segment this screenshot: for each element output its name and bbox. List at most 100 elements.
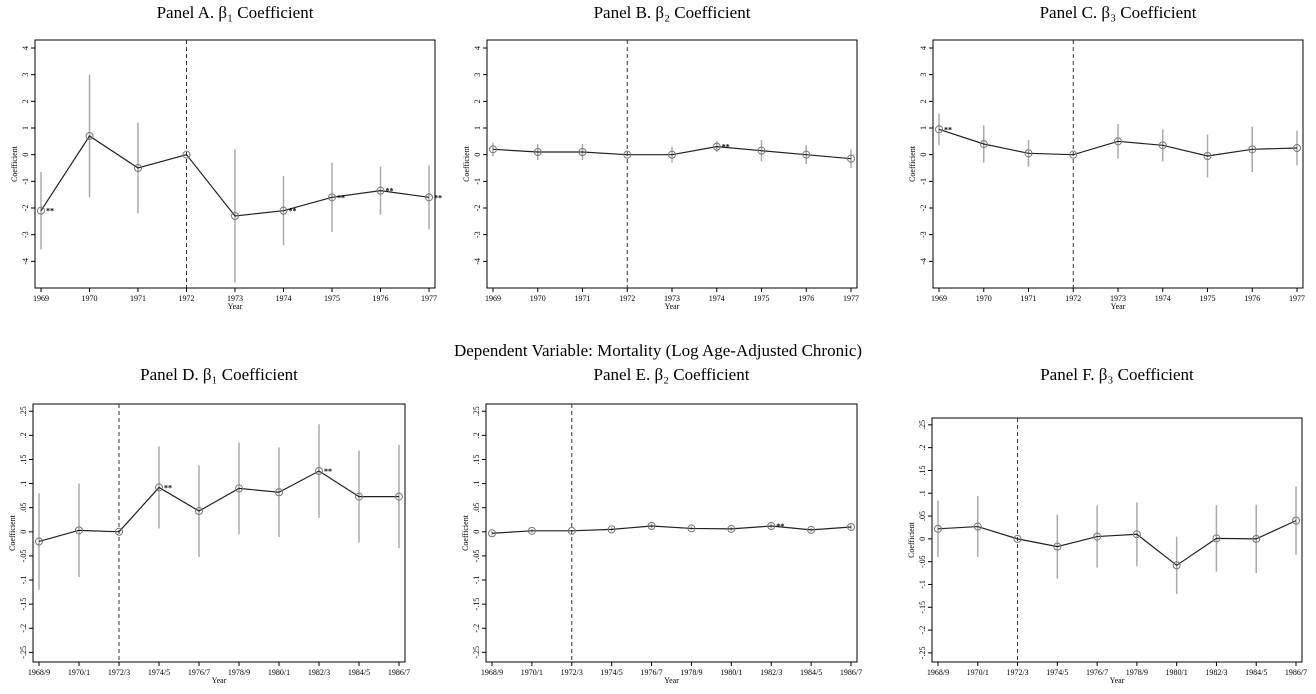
y-tick-label: -.1 (918, 580, 927, 589)
x-tick-label: 1978/9 (228, 668, 250, 677)
y-tick-label: .1 (19, 481, 28, 487)
significance-label: ** (722, 143, 730, 152)
plot-frame (32, 403, 406, 663)
y-tick-label: -3 (21, 231, 30, 238)
point-marker (847, 154, 855, 163)
x-tick-label: 1972 (1065, 294, 1081, 303)
y-tick-label: 0 (21, 153, 30, 157)
y-tick-label: .2 (472, 432, 481, 438)
significance-label: ** (324, 467, 332, 476)
coefficient-line (38, 470, 399, 543)
y-tick-label: 0 (19, 530, 28, 534)
coefficient-line (40, 135, 430, 217)
y-tick-label: -3 (473, 231, 482, 238)
point-marker (115, 527, 123, 536)
x-tick-label: 1972 (619, 294, 635, 303)
point-marker (182, 150, 191, 159)
x-tick-label: 1982/3 (1205, 668, 1227, 677)
y-tick-label: -1 (473, 178, 482, 185)
point-marker (85, 132, 94, 140)
y-tick-label: -1 (919, 178, 928, 185)
point-marker (75, 526, 83, 535)
y-tick-label: -2 (473, 205, 482, 212)
point-marker (979, 140, 988, 148)
x-axis-label: Year (665, 302, 680, 311)
panel-title: Panel B. β₂ Coefficient (594, 3, 751, 22)
point-marker (1114, 137, 1122, 146)
point-marker (1293, 144, 1301, 152)
x-tick-label: 1976 (1244, 294, 1260, 303)
y-tick-label: .05 (19, 503, 28, 513)
x-tick-label: 1970/1 (521, 668, 543, 677)
x-tick-label: 1978/9 (1126, 668, 1148, 677)
y-tick-label: 2 (21, 99, 30, 103)
x-axis-label: Year (1110, 676, 1125, 685)
x-axis-label: Year (1111, 302, 1126, 311)
x-tick-label: 1982/3 (760, 668, 782, 677)
significance-label: ** (289, 207, 297, 216)
point-marker (973, 522, 982, 531)
point-marker (767, 522, 776, 531)
x-tick-label: 1974/5 (601, 668, 623, 677)
point-marker (578, 148, 587, 156)
point-marker (757, 146, 766, 155)
point-marker (847, 522, 855, 531)
x-tick-label: 1986/7 (1285, 668, 1307, 677)
panel-title: Panel D. β₁ Coefficient (140, 365, 298, 384)
significance-label: ** (46, 207, 54, 216)
x-tick-label: 1984/5 (1245, 668, 1267, 677)
x-tick-label: 1980/1 (268, 668, 290, 677)
y-tick-label: -.15 (19, 598, 28, 611)
point-marker (1069, 150, 1078, 159)
point-marker (1093, 532, 1102, 541)
y-tick-label: .15 (918, 465, 927, 475)
point-marker (155, 483, 163, 492)
y-tick-label: -1 (21, 178, 30, 185)
point-marker (35, 537, 43, 546)
y-tick-label: 0 (472, 530, 481, 534)
point-marker (488, 529, 496, 538)
point-marker (1024, 149, 1033, 158)
x-tick-label: 1972/3 (561, 668, 583, 677)
x-tick-label: 1973 (1110, 294, 1126, 303)
point-marker (231, 212, 239, 220)
point-marker (607, 525, 616, 534)
y-tick-label: -.2 (19, 624, 28, 633)
x-tick-label: 1977 (1289, 294, 1305, 303)
point-marker (802, 150, 811, 159)
x-tick-label: 1975 (1200, 294, 1216, 303)
point-marker (328, 193, 336, 202)
y-tick-label: -.25 (19, 646, 28, 659)
y-tick-label: .05 (918, 511, 927, 521)
y-tick-label: 3 (919, 73, 928, 77)
y-tick-label: .2 (19, 432, 28, 438)
y-tick-label: -4 (473, 258, 482, 265)
y-tick-label: .25 (19, 406, 28, 416)
y-tick-label: .15 (472, 454, 481, 464)
x-tick-label: 1975 (324, 294, 340, 303)
x-tick-label: 1974 (1155, 294, 1171, 303)
plot-frame (931, 417, 1303, 663)
y-axis-label: Coefficient (8, 514, 17, 551)
significance-label: ** (386, 187, 394, 196)
x-tick-label: 1977 (421, 294, 437, 303)
point-marker (134, 164, 142, 172)
point-marker (1252, 534, 1261, 543)
coefficient-line (492, 146, 852, 160)
plot-frame (932, 39, 1304, 289)
x-tick-label: 1984/5 (348, 668, 370, 677)
y-tick-label: .2 (918, 445, 927, 451)
x-tick-label: 1974/5 (1046, 668, 1068, 677)
x-tick-label: 1971 (1021, 294, 1037, 303)
point-marker (376, 186, 385, 195)
y-tick-label: 2 (919, 99, 928, 103)
x-axis-label: Year (664, 676, 679, 685)
point-marker (807, 525, 816, 534)
y-tick-label: 0 (473, 153, 482, 157)
y-tick-label: 0 (918, 537, 927, 541)
significance-label: ** (337, 193, 345, 202)
panel-title: Panel F. β₃ Coefficient (1040, 365, 1194, 384)
y-axis-label: Coefficient (907, 521, 916, 558)
y-tick-label: -2 (919, 205, 928, 212)
